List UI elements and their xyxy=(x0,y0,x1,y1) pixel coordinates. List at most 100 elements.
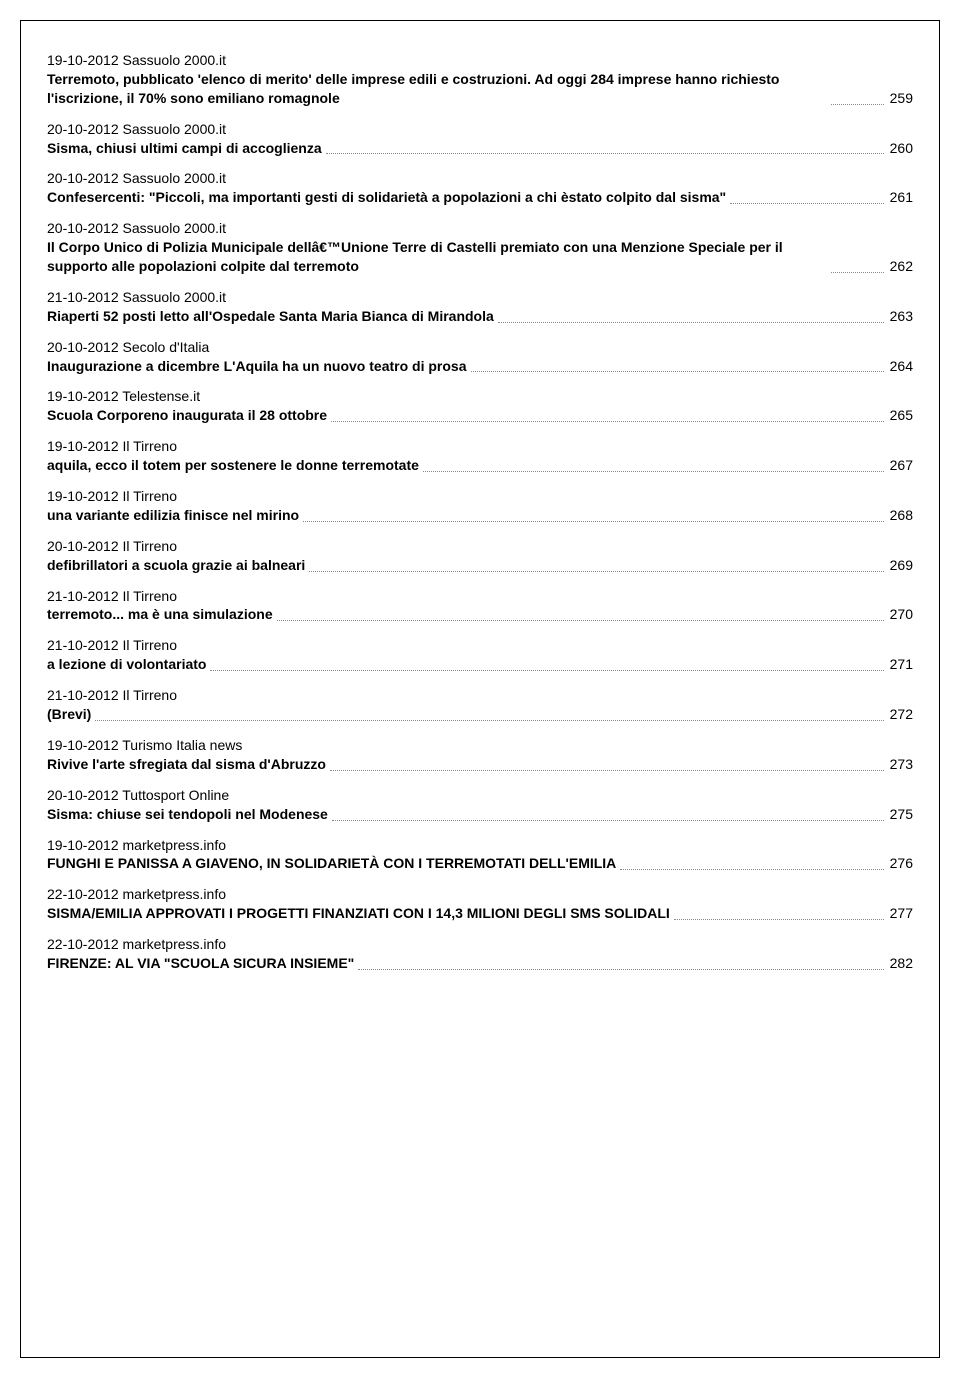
entry-title[interactable]: Sisma: chiuse sei tendopoli nel Modenese xyxy=(47,805,328,824)
entry-date: 19-10-2012 xyxy=(47,737,119,753)
entry-title[interactable]: (Brevi) xyxy=(47,705,91,724)
entry-title[interactable]: Riaperti 52 posti letto all'Ospedale San… xyxy=(47,307,494,326)
entry-page-number: 277 xyxy=(888,904,913,923)
entry-meta: 20-10-2012 Sassuolo 2000.it xyxy=(47,120,913,139)
entry-title-row: una variante edilizia finisce nel mirino… xyxy=(47,506,913,525)
dotted-leader xyxy=(831,104,884,105)
dotted-leader xyxy=(831,272,884,273)
dotted-leader xyxy=(303,521,884,522)
entry-source: Sassuolo 2000.it xyxy=(123,52,227,68)
entry-title-row: Confesercenti: "Piccoli, ma importanti g… xyxy=(47,188,913,207)
entry-title[interactable]: a lezione di volontariato xyxy=(47,655,206,674)
entry-title-row: Il Corpo Unico di Polizia Municipale del… xyxy=(47,238,913,276)
entry-meta: 19-10-2012 marketpress.info xyxy=(47,836,913,855)
entry-title[interactable]: defibrillatori a scuola grazie ai balnea… xyxy=(47,556,305,575)
entry-meta: 19-10-2012 Il Tirreno xyxy=(47,487,913,506)
entry-title-row: Rivive l'arte sfregiata dal sisma d'Abru… xyxy=(47,755,913,774)
entry-page-number: 282 xyxy=(888,954,913,973)
entry-meta: 19-10-2012 Turismo Italia news xyxy=(47,736,913,755)
toc-entry: 21-10-2012 Il Tirreno(Brevi)272 xyxy=(47,686,913,724)
entry-title-row: Riaperti 52 posti letto all'Ospedale San… xyxy=(47,307,913,326)
entry-title[interactable]: aquila, ecco il totem per sostenere le d… xyxy=(47,456,419,475)
entry-title-row: (Brevi)272 xyxy=(47,705,913,724)
toc-entry: 21-10-2012 Il Tirrenoterremoto... ma è u… xyxy=(47,587,913,625)
dotted-leader xyxy=(332,820,884,821)
entry-meta: 19-10-2012 Sassuolo 2000.it xyxy=(47,51,913,70)
toc-entry: 20-10-2012 Tuttosport OnlineSisma: chius… xyxy=(47,786,913,824)
entry-date: 20-10-2012 xyxy=(47,787,119,803)
toc-entry: 19-10-2012 Sassuolo 2000.itTerremoto, pu… xyxy=(47,51,913,108)
entry-source: Sassuolo 2000.it xyxy=(123,170,227,186)
entry-title[interactable]: SISMA/EMILIA APPROVATI I PROGETTI FINANZ… xyxy=(47,904,670,923)
entry-meta: 20-10-2012 Sassuolo 2000.it xyxy=(47,169,913,188)
toc-entry: 20-10-2012 Secolo d'ItaliaInaugurazione … xyxy=(47,338,913,376)
entry-source: marketpress.info xyxy=(123,936,226,952)
entry-date: 20-10-2012 xyxy=(47,220,119,236)
entry-meta: 21-10-2012 Il Tirreno xyxy=(47,686,913,705)
entry-title-row: terremoto... ma è una simulazione270 xyxy=(47,605,913,624)
entry-page-number: 265 xyxy=(888,406,913,425)
dotted-leader xyxy=(210,670,883,671)
entry-date: 22-10-2012 xyxy=(47,936,119,952)
toc-entry: 19-10-2012 Turismo Italia newsRivive l'a… xyxy=(47,736,913,774)
entry-date: 21-10-2012 xyxy=(47,289,119,305)
entry-page-number: 267 xyxy=(888,456,913,475)
entry-title[interactable]: terremoto... ma è una simulazione xyxy=(47,605,273,624)
toc-entry: 22-10-2012 marketpress.info SISMA/EMILIA … xyxy=(47,885,913,923)
entry-source: Il Tirreno xyxy=(123,687,177,703)
entry-title-row: a lezione di volontariato 271 xyxy=(47,655,913,674)
entry-page-number: 269 xyxy=(888,556,913,575)
entry-date: 22-10-2012 xyxy=(47,886,119,902)
entry-title-row: aquila, ecco il totem per sostenere le d… xyxy=(47,456,913,475)
entry-title[interactable]: Rivive l'arte sfregiata dal sisma d'Abru… xyxy=(47,755,326,774)
toc-entry: 19-10-2012 Telestense.itScuola Corporeno… xyxy=(47,387,913,425)
entry-date: 20-10-2012 xyxy=(47,121,119,137)
dotted-leader xyxy=(730,203,883,204)
entry-title[interactable]: FUNGHI E PANISSA A GIAVENO, IN SOLIDARIE… xyxy=(47,854,616,873)
document-page: 19-10-2012 Sassuolo 2000.itTerremoto, pu… xyxy=(20,20,940,1358)
entry-title-row: FIRENZE: AL VIA "SCUOLA SICURA INSIEME" 2… xyxy=(47,954,913,973)
entry-title[interactable]: Scuola Corporeno inaugurata il 28 ottobr… xyxy=(47,406,327,425)
entry-title[interactable]: Inaugurazione a dicembre L'Aquila ha un … xyxy=(47,357,467,376)
entry-title[interactable]: Confesercenti: "Piccoli, ma importanti g… xyxy=(47,188,726,207)
entry-source: Il Tirreno xyxy=(123,588,177,604)
entry-source: Sassuolo 2000.it xyxy=(123,121,227,137)
dotted-leader xyxy=(620,869,883,870)
entry-date: 20-10-2012 xyxy=(47,170,119,186)
toc-entry: 19-10-2012 Il Tirreno aquila, ecco il tot… xyxy=(47,437,913,475)
entry-meta: 22-10-2012 marketpress.info xyxy=(47,935,913,954)
entry-source: Sassuolo 2000.it xyxy=(123,220,227,236)
toc-entry: 20-10-2012 Sassuolo 2000.itSisma, chiusi… xyxy=(47,120,913,158)
entry-title[interactable]: Il Corpo Unico di Polizia Municipale del… xyxy=(47,238,827,276)
toc-entry: 20-10-2012 Sassuolo 2000.it Il Corpo Unic… xyxy=(47,219,913,276)
entry-source: Secolo d'Italia xyxy=(123,339,210,355)
entry-title[interactable]: Sisma, chiusi ultimi campi di accoglienz… xyxy=(47,139,322,158)
entry-meta: 21-10-2012 Sassuolo 2000.it xyxy=(47,288,913,307)
entry-source: marketpress.info xyxy=(123,886,226,902)
dotted-leader xyxy=(309,571,883,572)
entry-source: Il Tirreno xyxy=(123,438,177,454)
entry-page-number: 273 xyxy=(888,755,913,774)
dotted-leader xyxy=(326,153,884,154)
entry-source: marketpress.info xyxy=(123,837,226,853)
dotted-leader xyxy=(95,720,883,721)
entry-page-number: 260 xyxy=(888,139,913,158)
entry-title[interactable]: FIRENZE: AL VIA "SCUOLA SICURA INSIEME" xyxy=(47,954,354,973)
toc-entry: 19-10-2012 marketpress.infoFUNGHI E PANI… xyxy=(47,836,913,874)
entry-meta: 21-10-2012 Il Tirreno xyxy=(47,636,913,655)
entry-title-row: Sisma, chiusi ultimi campi di accoglienz… xyxy=(47,139,913,158)
entry-meta: 20-10-2012 Tuttosport Online xyxy=(47,786,913,805)
entry-date: 19-10-2012 xyxy=(47,52,119,68)
entry-page-number: 259 xyxy=(888,89,913,108)
entry-title-row: SISMA/EMILIA APPROVATI I PROGETTI FINANZ… xyxy=(47,904,913,923)
entry-title[interactable]: una variante edilizia finisce nel mirino xyxy=(47,506,299,525)
dotted-leader xyxy=(423,471,884,472)
entry-date: 19-10-2012 xyxy=(47,438,119,454)
entry-title-row: FUNGHI E PANISSA A GIAVENO, IN SOLIDARIE… xyxy=(47,854,913,873)
toc-entry: 19-10-2012 Il Tirrenouna variante ediliz… xyxy=(47,487,913,525)
entry-title-row: Sisma: chiuse sei tendopoli nel Modenese… xyxy=(47,805,913,824)
entry-title[interactable]: Terremoto, pubblicato 'elenco di merito'… xyxy=(47,70,827,108)
entry-source: Il Tirreno xyxy=(123,538,177,554)
entry-date: 20-10-2012 xyxy=(47,538,119,554)
entry-page-number: 271 xyxy=(888,655,913,674)
